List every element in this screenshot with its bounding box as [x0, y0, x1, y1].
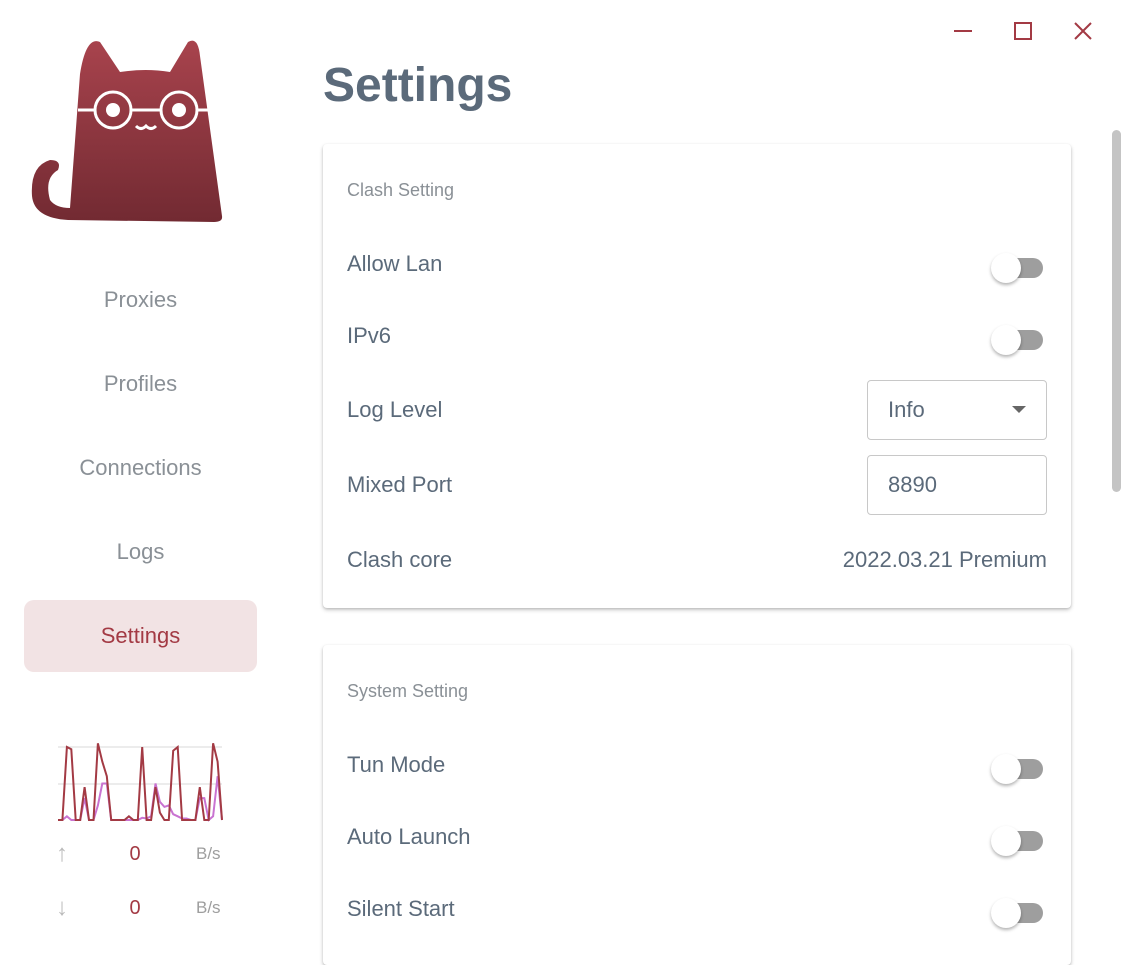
log-level-row: Log Level Info — [347, 380, 1047, 440]
mixed-port-value: 8890 — [888, 472, 937, 497]
mixed-port-input[interactable]: 8890 — [867, 455, 1047, 515]
tun-mode-toggle[interactable] — [991, 750, 1047, 784]
sidebar-item-label: Connections — [79, 455, 202, 480]
clash-core-version: 2022.03.21 Premium — [842, 547, 1047, 572]
traffic-graph — [58, 743, 223, 822]
sidebar-item-logs[interactable]: Logs — [24, 516, 257, 588]
silent-start-row: Silent Start — [347, 884, 1047, 934]
allow-lan-row: Allow Lan — [347, 239, 1047, 289]
download-unit: B/s — [196, 898, 221, 917]
maximize-icon — [1014, 22, 1032, 40]
close-icon — [1074, 22, 1092, 40]
download-rate: ↓ 0 B/s — [56, 893, 236, 923]
section-heading: Clash Setting — [347, 180, 455, 200]
silent-start-toggle[interactable] — [991, 894, 1047, 928]
clash-core-row: Clash core 2022.03.21 Premium — [347, 535, 1047, 585]
upload-unit: B/s — [196, 844, 221, 863]
sidebar-item-settings[interactable]: Settings — [24, 600, 257, 672]
sidebar-item-label: Profiles — [103, 371, 178, 396]
auto-launch-label: Auto Launch — [347, 824, 471, 849]
ipv6-label: IPv6 — [347, 323, 392, 348]
sidebar-item-connections[interactable]: Connections — [24, 432, 257, 504]
log-level-select[interactable]: Info — [867, 380, 1047, 440]
page-title: Settings — [323, 59, 513, 112]
sidebar-item-label: Logs — [116, 539, 165, 564]
auto-launch-toggle[interactable] — [991, 822, 1047, 856]
sidebar-item-label: Proxies — [103, 287, 178, 312]
chevron-down-icon — [1012, 406, 1026, 413]
scrollbar[interactable] — [1112, 130, 1121, 492]
log-level-value: Info — [888, 397, 925, 422]
clash-setting-card: Clash Setting Allow Lan IPv6 Log Level I… — [323, 144, 1071, 608]
upload-rate: ↑ 0 B/s — [56, 839, 236, 869]
sidebar-item-profiles[interactable]: Profiles — [24, 348, 257, 420]
sidebar: Proxies Profiles Connections Logs Settin… — [0, 0, 282, 937]
sidebar-item-proxies[interactable]: Proxies — [24, 264, 257, 336]
allow-lan-label: Allow Lan — [347, 251, 443, 276]
tun-mode-label: Tun Mode — [347, 752, 446, 777]
clash-core-label: Clash core — [347, 547, 453, 572]
ipv6-row: IPv6 — [347, 311, 1047, 361]
sidebar-item-label: Settings — [100, 623, 181, 648]
mixed-port-row: Mixed Port 8890 — [347, 455, 1047, 515]
section-heading: System Setting — [347, 681, 469, 701]
maximize-button[interactable] — [1006, 14, 1040, 48]
app-logo-cat — [31, 40, 223, 222]
ipv6-toggle[interactable] — [991, 321, 1047, 355]
download-value: 0 — [129, 896, 141, 919]
allow-lan-toggle[interactable] — [991, 249, 1047, 283]
system-setting-card: System Setting Tun Mode Auto Launch Sile… — [323, 645, 1071, 965]
close-button[interactable] — [1066, 14, 1100, 48]
tun-mode-row: Tun Mode — [347, 740, 1047, 790]
minimize-button[interactable] — [946, 14, 980, 48]
arrow-down-icon: ↓ — [56, 894, 68, 921]
auto-launch-row: Auto Launch — [347, 812, 1047, 862]
arrow-up-icon: ↑ — [56, 840, 68, 867]
log-level-label: Log Level — [347, 397, 443, 422]
minimize-icon — [954, 30, 972, 32]
silent-start-label: Silent Start — [347, 896, 455, 921]
mixed-port-label: Mixed Port — [347, 472, 453, 497]
upload-value: 0 — [129, 842, 141, 865]
upload-series-line — [58, 743, 223, 821]
